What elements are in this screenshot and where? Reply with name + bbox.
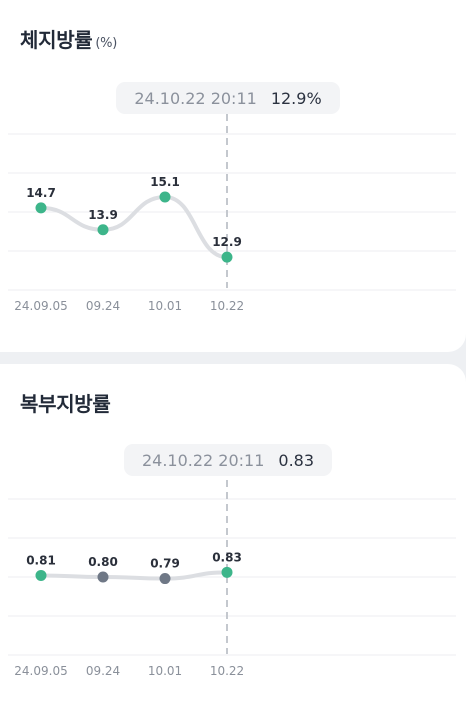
x-tick-label: 09.24 — [86, 664, 120, 678]
data-point[interactable] — [160, 191, 171, 202]
x-tick-label: 10.22 — [210, 664, 244, 678]
x-tick-label: 24.09.05 — [14, 664, 67, 678]
body-fat-chart[interactable]: 14.7 24.09.05 13.9 09.24 15.1 10.01 12.9 10.22 — [0, 0, 466, 352]
data-label: 14.7 — [26, 186, 56, 200]
data-label: 0.80 — [88, 555, 118, 569]
x-tick-label: 09.24 — [86, 299, 120, 313]
data-point[interactable] — [98, 224, 109, 235]
data-label: 12.9 — [212, 235, 242, 249]
data-point[interactable] — [36, 202, 47, 213]
abdominal-fat-card: 복부지방률 24.10.22 20:11 0.83 0.81 24.09.05 0.… — [0, 364, 466, 713]
x-tick-label: 10.22 — [210, 299, 244, 313]
x-tick-label: 10.01 — [148, 664, 182, 678]
abdominal-fat-chart[interactable]: 0.81 24.09.05 0.80 09.24 0.79 10.01 0.83 10.22 — [0, 364, 466, 713]
body-fat-card: 체지방률 (%) 24.10.22 20:11 12.9% 14.7 24.09.0… — [0, 0, 466, 352]
data-point[interactable] — [222, 567, 233, 578]
series-line — [41, 197, 227, 257]
data-point[interactable] — [222, 252, 233, 263]
data-point[interactable] — [36, 570, 47, 581]
series-line — [41, 572, 227, 578]
data-label: 0.79 — [150, 557, 180, 571]
data-label: 15.1 — [150, 175, 180, 189]
x-tick-label: 10.01 — [148, 299, 182, 313]
data-label: 0.81 — [26, 553, 56, 567]
data-label: 0.83 — [212, 550, 242, 564]
data-point[interactable] — [98, 572, 109, 583]
x-tick-label: 24.09.05 — [14, 299, 67, 313]
data-point[interactable] — [160, 573, 171, 584]
data-label: 13.9 — [88, 208, 118, 222]
